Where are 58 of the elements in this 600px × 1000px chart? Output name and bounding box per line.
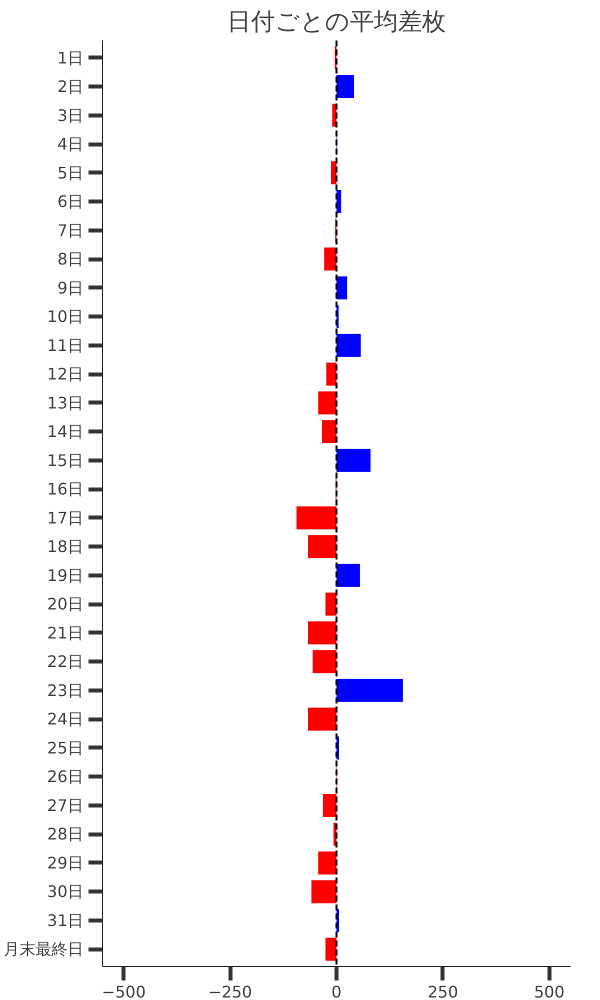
x-tick-label: 0	[331, 982, 342, 1000]
y-tick-label: 25日	[47, 738, 84, 758]
bar	[336, 75, 354, 98]
bar	[326, 362, 336, 386]
bar	[318, 851, 336, 874]
y-tick-label: 31日	[47, 910, 84, 930]
y-tick-label: 16日	[47, 480, 84, 499]
y-tick-label: 17日	[47, 508, 84, 528]
bar	[336, 334, 361, 357]
x-tick-label: 500	[534, 982, 565, 1000]
y-tick-label: 11日	[47, 336, 84, 355]
y-tick-label: 2日	[57, 77, 84, 96]
y-tick-label: 9日	[57, 278, 84, 298]
y-tick-label: 28日	[47, 824, 84, 844]
bar	[308, 621, 336, 644]
bar	[336, 678, 403, 702]
bar	[336, 448, 371, 472]
y-tick-label: 10日	[47, 307, 84, 326]
bar	[325, 592, 336, 616]
bar	[322, 420, 336, 444]
y-tick-label: 23日	[47, 680, 84, 700]
y-tick-label: 27日	[47, 796, 84, 815]
y-tick-label: 20日	[47, 594, 84, 614]
y-tick-label: 24日	[47, 710, 84, 729]
x-tick-label: −500	[102, 982, 146, 1000]
x-tick-label: −250	[208, 982, 252, 1000]
chart-title: 日付ごとの平均差枚	[227, 8, 446, 36]
y-tick-label: 3日	[57, 106, 84, 125]
y-tick-label: 5日	[57, 163, 84, 182]
bar	[325, 938, 336, 961]
y-tick-label: 29日	[47, 853, 84, 872]
bar	[322, 794, 336, 817]
bar	[308, 535, 336, 558]
y-tick-label: 15日	[47, 450, 84, 470]
x-tick-label: 250	[428, 982, 458, 1000]
bar	[296, 506, 336, 530]
y-tick-label: 6日	[57, 192, 84, 212]
bar	[336, 564, 360, 587]
y-tick-label: 30日	[47, 882, 84, 902]
y-tick-label: 18日	[47, 537, 84, 556]
y-tick-label: 8日	[57, 250, 84, 269]
y-tick-label: 4日	[57, 134, 84, 154]
bar	[336, 276, 348, 300]
y-tick-label: 14日	[47, 422, 84, 442]
y-tick-label: 22日	[47, 652, 84, 672]
bar	[308, 708, 336, 731]
y-tick-label: 21日	[47, 623, 84, 642]
y-tick-label: 7日	[57, 220, 84, 240]
y-tick-label: 26日	[47, 767, 84, 786]
y-tick-label: 13日	[47, 393, 84, 412]
y-tick-label: 12日	[47, 364, 84, 384]
bar	[324, 248, 336, 271]
bar	[311, 880, 336, 904]
y-tick-label: 19日	[47, 566, 84, 585]
bar	[318, 391, 336, 414]
y-tick-label: 1日	[57, 48, 84, 68]
y-tick-label: 月末最終日	[4, 940, 84, 959]
bar	[312, 650, 336, 674]
